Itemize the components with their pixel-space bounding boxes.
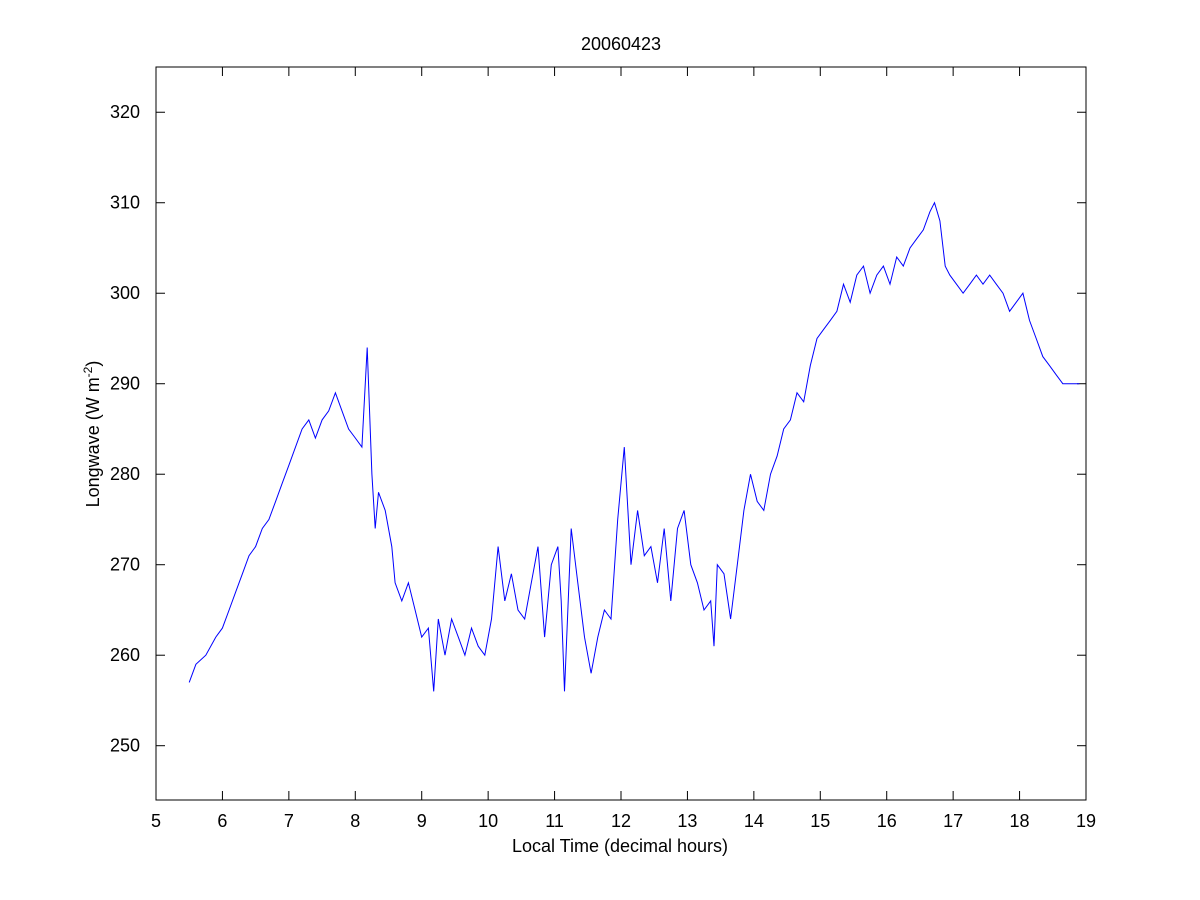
y-tick-label: 300 [110,283,140,303]
x-tick-label: 18 [1010,811,1030,831]
y-tick-label: 270 [110,555,140,575]
x-tick-label: 14 [744,811,764,831]
x-axis-label: Local Time (decimal hours) [512,836,728,856]
longwave-series-line [188,201,1080,692]
x-tick-label: 12 [611,811,631,831]
y-tick-label: 260 [110,645,140,665]
x-tick-label: 9 [417,811,427,831]
x-tick-label: 5 [151,811,161,831]
x-tick-label: 16 [877,811,897,831]
x-axis-ticks: 5 6 7 8 9 10 11 12 13 14 15 16 17 18 19 [151,67,1096,831]
x-tick-label: 11 [545,811,564,831]
y-axis-label-main: Longwave (W m [83,377,103,507]
plot-area [155,66,1087,801]
x-tick-label: 15 [810,811,830,831]
x-tick-label: 6 [217,811,227,831]
x-tick-label: 10 [478,811,498,831]
x-tick-label: 17 [943,811,963,831]
x-tick-label: 13 [677,811,697,831]
y-axis-label: Longwave (W m-2) [81,361,103,508]
y-tick-label: 290 [110,374,140,394]
x-tick-label: 19 [1076,811,1096,831]
x-tick-label: 8 [350,811,360,831]
chart-title: 20060423 [581,34,661,54]
y-tick-label: 280 [110,464,140,484]
y-axis-label-superscript: -2 [81,366,95,377]
y-axis-ticks: 250 260 270 280 290 300 310 320 [110,102,1086,756]
y-axis-label-suffix: ) [83,361,103,367]
x-tick-label: 7 [284,811,294,831]
y-tick-label: 250 [110,736,140,756]
y-tick-label: 320 [110,102,140,122]
y-tick-label: 310 [110,193,140,213]
